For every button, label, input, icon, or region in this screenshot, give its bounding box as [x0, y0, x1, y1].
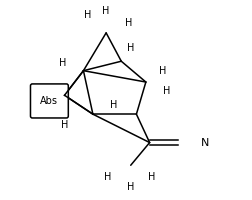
- Text: N: N: [201, 138, 209, 148]
- Text: H: H: [110, 100, 117, 110]
- Text: H: H: [148, 172, 155, 182]
- Text: H: H: [84, 10, 91, 20]
- Text: H: H: [125, 18, 133, 28]
- Text: Abs: Abs: [40, 96, 58, 106]
- Text: H: H: [59, 58, 67, 68]
- Text: H: H: [103, 6, 110, 16]
- Text: H: H: [38, 85, 46, 95]
- Text: H: H: [104, 172, 112, 182]
- Text: H: H: [159, 66, 167, 76]
- Text: H: H: [127, 182, 134, 192]
- Text: H: H: [127, 43, 134, 53]
- FancyBboxPatch shape: [30, 84, 68, 118]
- Text: H: H: [61, 120, 68, 130]
- Text: H: H: [163, 86, 170, 96]
